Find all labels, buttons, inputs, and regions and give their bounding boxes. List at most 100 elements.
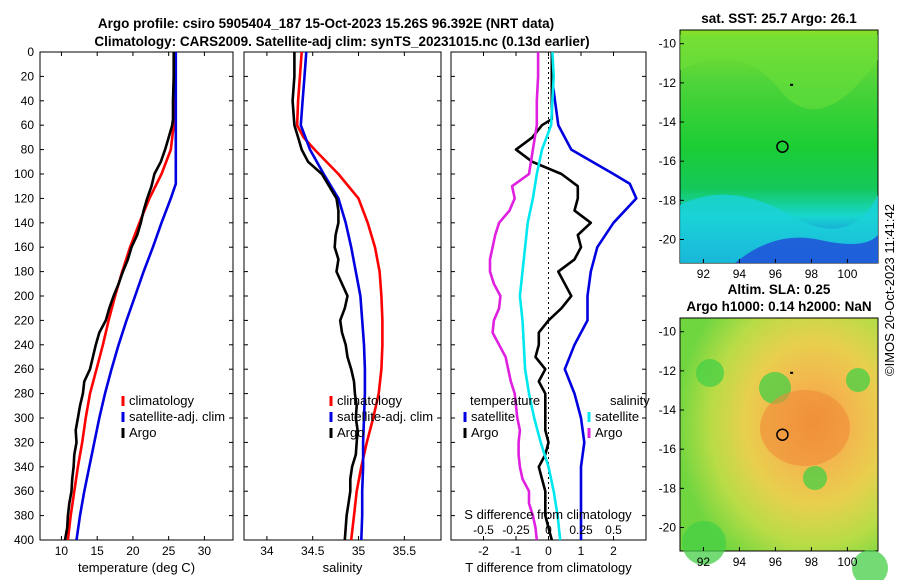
- map-x-tick-label: 92: [697, 555, 711, 569]
- x-tick-label: 30: [198, 544, 212, 558]
- diff-legend-t-sat-label: satellite: [471, 409, 515, 424]
- panel-difference-from-climatology: -2 -1 0 1 2 T difference from climatology S di…: [450, 51, 650, 575]
- map-y-tick-label: -18: [659, 193, 677, 207]
- x2-tick-label: -0.25: [502, 523, 530, 537]
- x-tick-label: 20: [126, 544, 140, 558]
- title-line2: Climatology: CARS2009. Satellite-adj cli…: [94, 34, 589, 49]
- map-x-tick-label: 96: [769, 555, 783, 569]
- map-x-tick-label: 100: [837, 267, 857, 281]
- x-tick-label: 35: [352, 544, 366, 558]
- temp-legend-0-label: climatology: [129, 393, 195, 408]
- y-tick-label: 300: [14, 411, 34, 425]
- diff-legend-left-title: temperature: [470, 393, 540, 408]
- argo-location-marker: [776, 428, 789, 441]
- x-tick-label: 10: [55, 544, 69, 558]
- diff-legend-s-argo-label: Argo: [595, 425, 622, 440]
- x-axis-label: salinity: [323, 560, 363, 575]
- sla-map-title-2: Argo h1000: 0.14 h2000: NaN: [686, 299, 871, 314]
- map-dot: [790, 371, 794, 374]
- y-tick-label: 380: [14, 509, 34, 523]
- axes-frame: [243, 51, 442, 541]
- sla-low-patch: [696, 359, 724, 387]
- temp-line-climatology: [66, 52, 177, 541]
- map-x-tick-label: 98: [805, 267, 819, 281]
- map-x-tick-label: 100: [837, 555, 857, 569]
- sal-line-satellite-adj-clim: [299, 51, 367, 541]
- y-tick-label: 220: [14, 313, 34, 327]
- x-tick-label: 0: [545, 544, 552, 558]
- map-x-tick-label: 96: [769, 267, 783, 281]
- x-tick-label: 34.5: [301, 544, 325, 558]
- map-y-tick-label: -14: [659, 403, 677, 417]
- map-x-tick-label: 94: [733, 267, 747, 281]
- diff-line-S-Argo: [488, 52, 540, 541]
- diff-line-T-satellite: [550, 52, 638, 540]
- y-tick-label: 200: [14, 289, 34, 303]
- x-axis-label: T difference from climatology: [465, 560, 632, 575]
- map-y-tick-label: -10: [659, 37, 677, 51]
- y-tick-label: 180: [14, 265, 34, 279]
- map-y-tick-label: -14: [659, 115, 677, 129]
- y-tick-label: 40: [21, 94, 35, 108]
- sal-legend-2-label: Argo: [337, 425, 364, 440]
- y-tick-label: 400: [14, 533, 34, 547]
- diff-line-S-satellite: [518, 51, 562, 541]
- y-tick-label: 260: [14, 362, 34, 376]
- map-y-tick-label: -16: [659, 154, 677, 168]
- x2-tick-label: 0.5: [605, 523, 622, 537]
- argo-location-marker: [776, 140, 789, 153]
- panel-salinity: 34 34.5 35 35.5 salinity climatologysatellite…: [243, 51, 442, 575]
- sal-line-Argo: [291, 52, 359, 541]
- y-tick-label: 80: [21, 143, 35, 157]
- y-tick-label: 340: [14, 460, 34, 474]
- sst-map-title: sat. SST: 25.7 Argo: 26.1: [701, 11, 857, 26]
- y-tick-label: 320: [14, 435, 34, 449]
- sla-low-patch: [803, 466, 827, 490]
- y-tick-label: 100: [14, 167, 34, 181]
- map-y-tick-label: -10: [659, 325, 677, 339]
- temp-line-Argo: [63, 52, 175, 541]
- sla-low-patch: [682, 521, 726, 565]
- axes-frame: [39, 51, 234, 541]
- y-tick-label: 140: [14, 216, 34, 230]
- x2-tick-label: 0: [545, 523, 552, 537]
- map-dot: [790, 83, 794, 86]
- sla-low-patch: [846, 368, 870, 392]
- map-y-tick-label: -20: [659, 233, 677, 247]
- x-axis-label: temperature (deg C): [78, 560, 195, 575]
- x2-tick-label: -0.5: [473, 523, 494, 537]
- sal-legend-1-label: satellite-adj. clim: [337, 409, 433, 424]
- sal-legend-0-label: climatology: [337, 393, 403, 408]
- sst-warm-patch: [680, 35, 878, 110]
- x-tick-label: 25: [162, 544, 176, 558]
- copyright-text: ©IMOS 20-Oct-2023 11:41:42: [882, 204, 897, 376]
- y-tick-label: 240: [14, 338, 34, 352]
- map-y-tick-label: -16: [659, 442, 677, 456]
- sla-map-title-1: Altim. SLA: 0.25: [728, 282, 831, 297]
- temp-legend-1-label: satellite-adj. clim: [129, 409, 225, 424]
- diff-legend-t-argo-label: Argo: [471, 425, 498, 440]
- y-tick-label: 120: [14, 191, 34, 205]
- map-x-tick-label: 92: [697, 267, 711, 281]
- sla-high-patch: [760, 390, 850, 466]
- x-tick-label: 35.5: [393, 544, 417, 558]
- diff-line-T-Argo: [514, 52, 593, 541]
- map-y-tick-label: -12: [659, 76, 677, 90]
- y-tick-label: 20: [21, 69, 35, 83]
- x-tick-label: 15: [91, 544, 105, 558]
- y-tick-label: 60: [21, 118, 35, 132]
- x-tick-label: -1: [511, 544, 522, 558]
- y-tick-label: 360: [14, 484, 34, 498]
- panel-temperature: 0 20 40 60 80 100 120 140 160 180 200 220 240 260 280 3…: [14, 45, 234, 575]
- sst-cold-patch: [735, 235, 878, 263]
- map-x-tick-label: 98: [805, 555, 819, 569]
- x2-axis-label: S difference from climatology: [464, 507, 632, 522]
- x2-tick-label: 0.25: [569, 523, 593, 537]
- x-tick-label: 34: [260, 544, 274, 558]
- sla-low-patch: [852, 550, 888, 580]
- sla-map: 92 94 96 98 100 -10 -12 -14 -16 -18 -20 Altim. SLA:…: [659, 282, 888, 580]
- temp-line-satellite-adj-clim: [75, 52, 178, 541]
- diff-legend-s-sat-label: satellite: [595, 409, 639, 424]
- x-tick-label: -2: [478, 544, 489, 558]
